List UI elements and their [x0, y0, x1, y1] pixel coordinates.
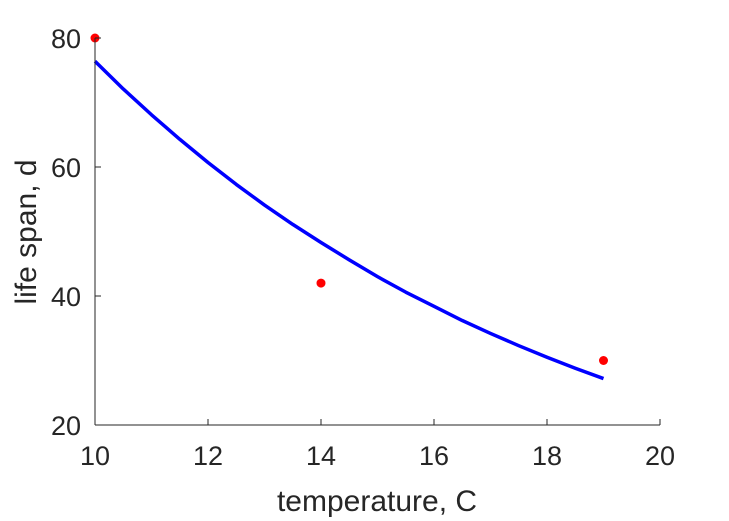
data-point: [316, 278, 326, 288]
y-axis-title: life span, d: [10, 159, 43, 304]
data-point: [599, 356, 608, 365]
x-tick-label: 16: [419, 441, 449, 471]
y-tick-label: 20: [51, 411, 81, 441]
y-tick-label: 40: [51, 282, 81, 312]
y-tick-label: 80: [51, 24, 81, 54]
fit-curve: [93, 59, 605, 381]
y-tick-label: 60: [51, 153, 81, 183]
x-tick-label: 12: [193, 441, 223, 471]
axes-layer: [94, 38, 660, 426]
y-ticks: 20 40 60 80: [51, 24, 101, 441]
x-tick-label: 10: [80, 441, 110, 471]
x-tick-label: 18: [532, 441, 562, 471]
x-axis-title: temperature, C: [277, 485, 477, 518]
x-tick-label: 20: [645, 441, 675, 471]
x-tick-label: 14: [306, 441, 336, 471]
x-ticks: 10 12 14 16 18 20: [80, 419, 675, 471]
plot-background: [95, 38, 660, 425]
